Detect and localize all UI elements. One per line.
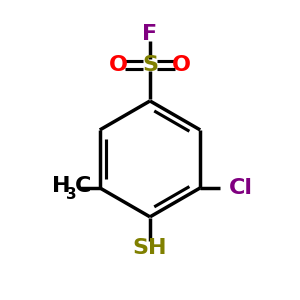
Text: C: C [75, 176, 91, 196]
Text: H: H [52, 176, 70, 196]
Text: 3: 3 [66, 187, 76, 202]
Text: O: O [109, 55, 128, 75]
Text: O: O [172, 55, 191, 75]
Text: S: S [142, 55, 158, 75]
Text: F: F [142, 24, 158, 44]
Text: SH: SH [133, 238, 167, 258]
Text: Cl: Cl [228, 178, 252, 198]
